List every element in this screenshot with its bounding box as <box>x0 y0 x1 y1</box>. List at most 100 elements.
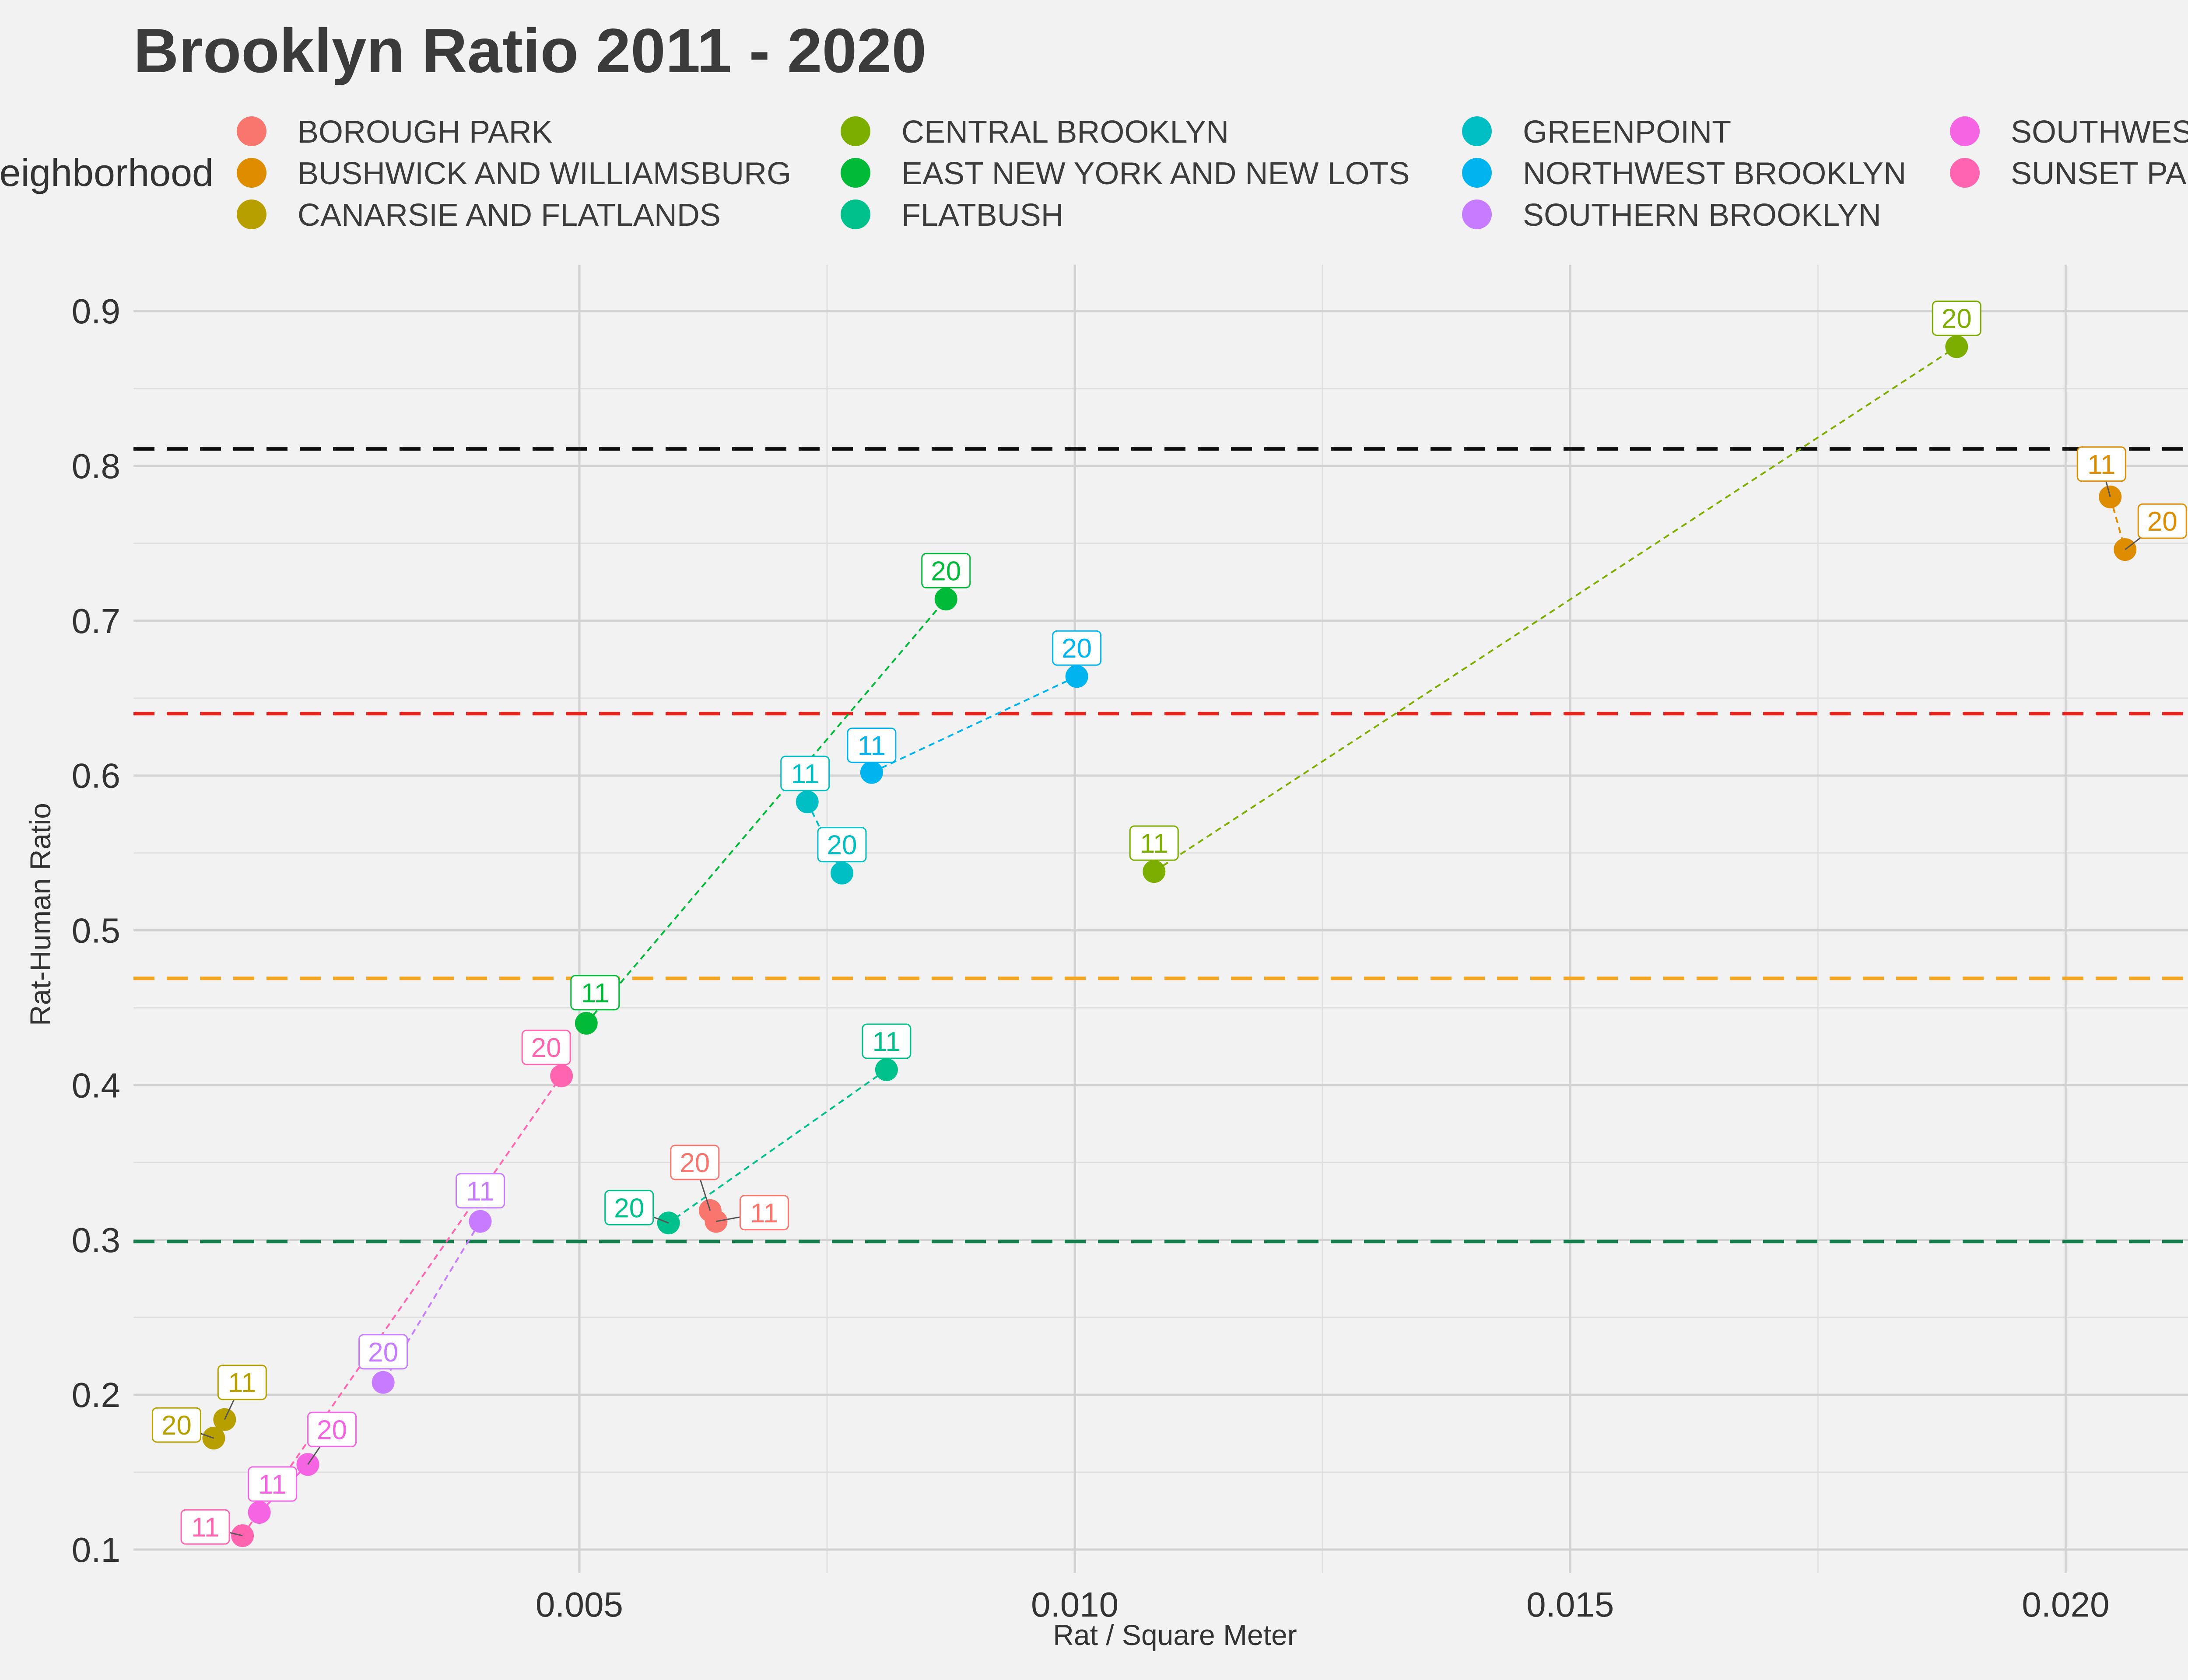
point-label-text: 20 <box>531 1033 561 1063</box>
legend-item: BOROUGH PARK <box>237 115 553 150</box>
point-label-text: 20 <box>1942 304 1972 334</box>
point-label-text: 20 <box>680 1148 710 1178</box>
point-label-box <box>739 1195 789 1231</box>
point-label: 11 <box>780 756 830 791</box>
legend-swatch <box>237 200 266 229</box>
point-label-text: 11 <box>2087 450 2115 480</box>
data-point <box>1065 665 1088 688</box>
y-tick-label: 0.6 <box>72 756 120 795</box>
point-label: 20 <box>2125 503 2187 550</box>
x-tick-label: 0.015 <box>1526 1585 1614 1624</box>
point-label-text: 11 <box>228 1368 256 1398</box>
series-connector <box>242 1075 562 1536</box>
legend-item: SOUTHERN BROOKLYN <box>1462 198 1881 233</box>
point-label-text: 20 <box>1062 634 1092 664</box>
point-label-box <box>248 1466 298 1502</box>
legend-swatch <box>237 116 266 146</box>
point-label: 20 <box>521 1029 571 1065</box>
x-tick-label: 0.020 <box>2022 1585 2109 1624</box>
y-axis-label: Rat-Human Ratio <box>24 803 56 1026</box>
data-point <box>796 790 819 813</box>
point-label-text: 20 <box>614 1193 644 1223</box>
data-point <box>372 1371 395 1394</box>
point-label-text: 20 <box>161 1410 192 1441</box>
legend-swatch <box>841 158 870 188</box>
point-label: 20 <box>670 1144 720 1211</box>
point-label: 20 <box>307 1411 357 1465</box>
point-label-box <box>862 1023 912 1059</box>
y-tick-label: 0.1 <box>72 1530 120 1569</box>
series-connector <box>586 598 947 1024</box>
data-point <box>550 1064 573 1088</box>
point-labels: 11 20 11 20 11 20 11 20 11 20 11 20 11 20 11 20 11 20 11 20… <box>151 301 2187 1545</box>
y-axis-ticks: 0.1 0.2 0.3 0.4 0.5 0.6 0.7 0.8 0.9 <box>72 292 120 1569</box>
legend-swatch <box>1462 200 1492 229</box>
point-label: 20 <box>1052 630 1102 666</box>
y-tick-label: 0.9 <box>72 292 120 331</box>
data-point <box>1143 860 1166 883</box>
point-label: 11 <box>862 1023 912 1059</box>
legend-item: CENTRAL BROOKLYN <box>841 115 1229 150</box>
legend-item: CANARSIE AND FLATLANDS <box>237 198 721 233</box>
series-connector <box>1154 346 1957 872</box>
legend-label: BUSHWICK AND WILLIAMSBURG <box>298 156 791 191</box>
point-label-box <box>217 1365 267 1400</box>
point-label: 20 <box>604 1190 669 1225</box>
point-label-box <box>1129 825 1179 861</box>
y-tick-label: 0.4 <box>72 1066 120 1105</box>
point-label: 20 <box>1932 301 1981 336</box>
point-label: 11 <box>716 1195 789 1231</box>
grid <box>133 265 2188 1573</box>
data-point <box>875 1058 898 1081</box>
chart-title: Brooklyn Ratio 2011 - 2020 <box>133 16 926 86</box>
point-label-box <box>456 1173 505 1209</box>
point-label-box <box>2076 446 2126 482</box>
legend-swatch <box>841 200 870 229</box>
point-label-box <box>521 1029 571 1065</box>
point-label-box <box>180 1509 230 1545</box>
point-label-box <box>921 553 971 588</box>
reference-lines <box>133 447 2188 1243</box>
point-label: 11 <box>1129 825 1179 861</box>
point-label: 11 <box>248 1466 298 1502</box>
point-label: 11 <box>456 1173 505 1209</box>
point-label-box <box>1052 630 1102 666</box>
point-label-box <box>358 1334 408 1370</box>
point-label-text: 11 <box>581 978 609 1008</box>
point-label-box <box>780 756 830 791</box>
point-label: 11 <box>217 1365 267 1420</box>
point-label-text: 11 <box>191 1512 219 1543</box>
legend-item: BUSHWICK AND WILLIAMSBURG <box>237 156 791 191</box>
point-label: 11 <box>847 728 897 763</box>
x-axis-ticks: 0.005 0.010 0.015 0.020 <box>536 1585 2110 1624</box>
point-label-text: 20 <box>931 556 961 586</box>
legend-label: EAST NEW YORK AND NEW LOTS <box>901 156 1410 191</box>
point-label-text: 11 <box>858 731 886 761</box>
legend-label: GREENPOINT <box>1523 115 1731 150</box>
point-label-text: 11 <box>750 1198 778 1228</box>
data-point <box>575 1012 598 1035</box>
legend-swatch <box>1950 158 1980 188</box>
point-label: 11 <box>570 975 620 1011</box>
point-label-text: 20 <box>827 830 857 861</box>
legend-swatch <box>841 116 870 146</box>
data-point <box>934 588 957 611</box>
legend-swatch <box>1950 116 1980 146</box>
y-tick-label: 0.8 <box>72 447 120 486</box>
series-connectors <box>213 346 2126 1536</box>
legend-label: SUNSET PARK <box>2011 156 2188 191</box>
legend-label: BOROUGH PARK <box>298 115 553 150</box>
point-label-text: 11 <box>791 759 819 789</box>
legend-item: NORTHWEST BROOKLYN <box>1462 156 1906 191</box>
point-label-box <box>604 1190 654 1225</box>
point-label-text: 20 <box>2147 507 2177 537</box>
y-tick-label: 0.5 <box>72 911 120 950</box>
point-label-box <box>670 1144 720 1180</box>
point-label-box <box>847 728 897 763</box>
legend-label: FLATBUSH <box>901 198 1064 233</box>
point-label-text: 11 <box>873 1027 901 1057</box>
data-point <box>860 761 883 784</box>
legend-swatch <box>237 158 266 188</box>
point-label-box <box>151 1407 201 1443</box>
